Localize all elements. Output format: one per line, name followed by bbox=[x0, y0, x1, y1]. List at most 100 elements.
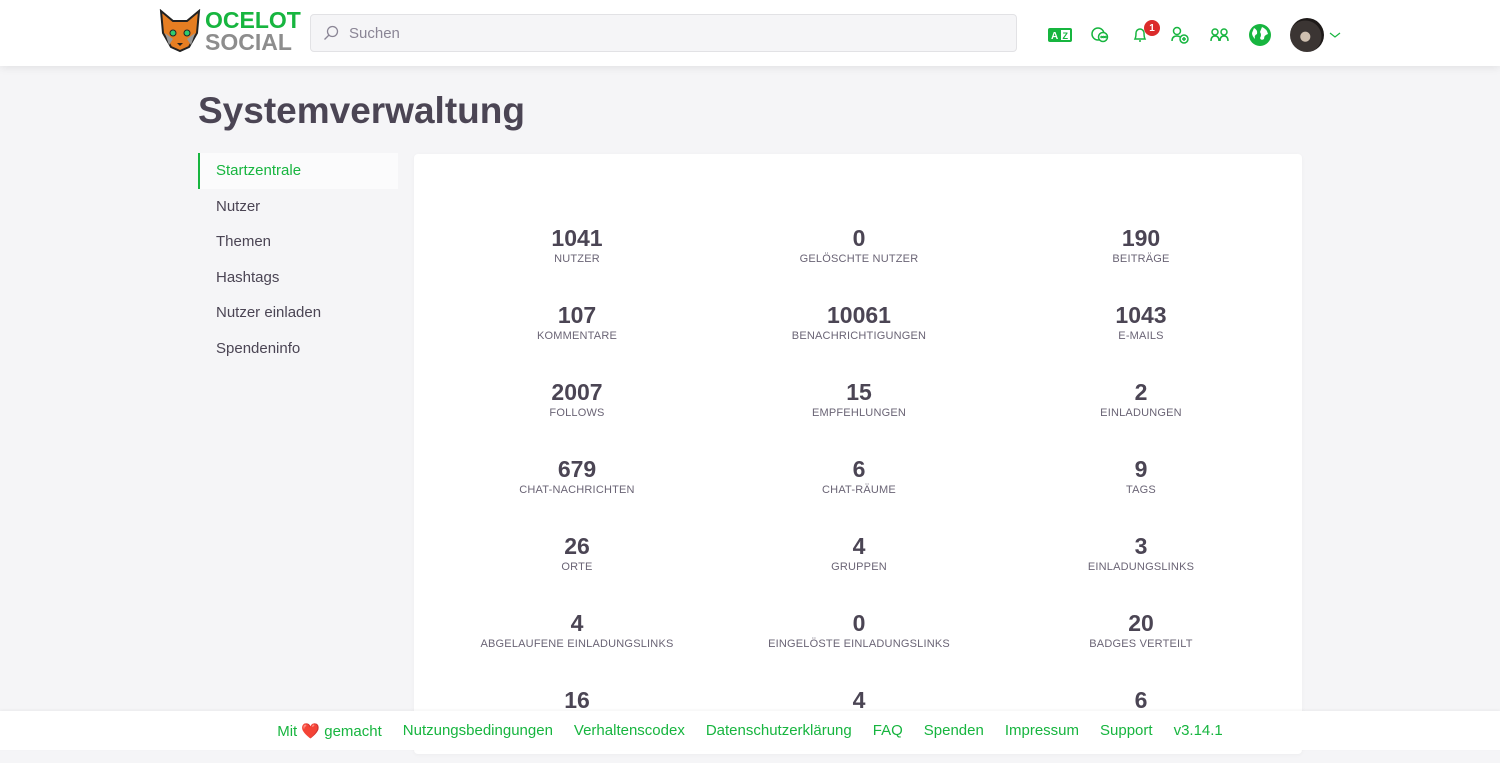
stat-value: 15 bbox=[846, 379, 872, 405]
stat-value: 4 bbox=[570, 610, 584, 636]
sidebar-item-startzentrale[interactable]: Startzentrale bbox=[198, 153, 398, 189]
stat-item: 1043 E-Mails bbox=[1000, 301, 1282, 378]
stat-value: 3 bbox=[1134, 533, 1148, 559]
stat-label: E-Mails bbox=[1118, 330, 1164, 342]
ocelot-logo-icon bbox=[159, 9, 201, 53]
stat-label: Einladungslinks bbox=[1087, 561, 1195, 573]
search-input[interactable] bbox=[349, 24, 949, 42]
stat-value: 679 bbox=[557, 456, 597, 482]
stat-label: Gelöschte Nutzer bbox=[799, 253, 919, 265]
sidebar-item-hashtags[interactable]: Hashtags bbox=[216, 268, 280, 286]
sidebar-item-nutzer-einladen[interactable]: Nutzer einladen bbox=[216, 304, 322, 321]
stat-value: 16 bbox=[564, 687, 590, 713]
stat-label: Eingelöste Einladungslinks bbox=[768, 638, 950, 650]
stat-value: 0 bbox=[852, 610, 866, 636]
stat-label: Empfehlungen bbox=[811, 407, 907, 419]
stat-item: 190 Beiträge bbox=[1000, 224, 1282, 301]
stat-item: 20 Badges verteilt bbox=[1000, 609, 1282, 686]
stat-label: Gruppen bbox=[831, 561, 887, 573]
stat-label: Follows bbox=[549, 407, 605, 419]
stat-value: 107 bbox=[557, 302, 597, 328]
svg-text:A: A bbox=[1051, 31, 1058, 42]
chevron-down-icon[interactable] bbox=[1328, 30, 1342, 40]
sidebar-item-spendeninfo[interactable]: Spendeninfo bbox=[216, 339, 301, 357]
stat-label: Chat-Räume bbox=[822, 484, 896, 496]
globe-icon[interactable] bbox=[1240, 20, 1280, 50]
footer-link[interactable]: Support bbox=[1100, 722, 1153, 739]
stat-item: 6 Chat-Räume bbox=[718, 455, 1000, 532]
stat-item: 6 bbox=[1000, 686, 1282, 763]
page-title: Systemverwaltung bbox=[198, 90, 525, 131]
stat-item: 15 Empfehlungen bbox=[718, 378, 1000, 455]
stat-label: Tags bbox=[1126, 484, 1156, 496]
stat-item: 10061 Benachrichtigungen bbox=[718, 301, 1000, 378]
stat-value: 1043 bbox=[1115, 302, 1167, 328]
notifications-button[interactable]: 1 bbox=[1120, 20, 1160, 50]
footer: Mit ❤️ gemacht Nutzungsbedingungen Verhal… bbox=[0, 711, 1500, 750]
stat-item: 0 Gelöschte Nutzer bbox=[718, 224, 1000, 301]
stat-value: 0 bbox=[852, 225, 866, 251]
footer-link[interactable]: FAQ bbox=[872, 722, 903, 739]
stat-value: 4 bbox=[852, 687, 866, 713]
heart-icon: ❤️ bbox=[301, 722, 321, 740]
stat-label: Beiträge bbox=[1112, 253, 1170, 265]
stat-value: 6 bbox=[1134, 687, 1148, 713]
footer-link[interactable]: Datenschutzerklärung bbox=[705, 722, 852, 739]
sidebar-item-nutzer[interactable]: Nutzer bbox=[216, 197, 261, 215]
footer-link[interactable]: Spenden bbox=[923, 722, 984, 739]
logo-line1: OCELOT bbox=[205, 7, 301, 33]
chat-icon[interactable] bbox=[1080, 20, 1120, 50]
footer-link[interactable]: Verhaltenscodex bbox=[573, 722, 685, 739]
stat-item: 9 Tags bbox=[1000, 455, 1282, 532]
stat-value: 190 bbox=[1121, 225, 1161, 251]
stat-label: Benachrichtigungen bbox=[791, 330, 927, 342]
stat-label: Orte bbox=[561, 561, 593, 573]
search-box[interactable] bbox=[310, 14, 1017, 52]
stat-item: 679 Chat-Nachrichten bbox=[436, 455, 718, 532]
stat-value: 9 bbox=[1134, 456, 1148, 482]
stat-item: 4 bbox=[718, 686, 1000, 763]
notification-badge: 1 bbox=[1144, 20, 1160, 36]
logo[interactable]: OCELOT SOCIAL bbox=[159, 7, 301, 55]
statistics-card: 1041 Nutzer 0 Gelöschte Nutzer 190 Beiträge 10… bbox=[414, 154, 1302, 754]
stat-label: Nutzer bbox=[554, 253, 600, 265]
made-with-love-link[interactable]: Mit ❤️ gemacht bbox=[277, 722, 382, 740]
groups-icon[interactable] bbox=[1200, 20, 1240, 50]
stat-item: 2 Einladungen bbox=[1000, 378, 1282, 455]
stat-item: 0 Eingelöste Einladungslinks bbox=[718, 609, 1000, 686]
sidebar: Startzentrale Nutzer Themen Hashtags Nutzer … bbox=[198, 153, 398, 366]
stat-value: 2007 bbox=[551, 379, 603, 405]
stat-item: 4 Gruppen bbox=[718, 532, 1000, 609]
footer-link[interactable]: Impressum bbox=[1004, 722, 1080, 739]
stat-label: Kommentare bbox=[536, 330, 618, 342]
svg-text:Z: Z bbox=[1063, 31, 1069, 41]
sidebar-item-themen[interactable]: Themen bbox=[216, 233, 272, 250]
stat-value: 10061 bbox=[827, 302, 891, 328]
stat-value: 1041 bbox=[551, 225, 603, 251]
stat-item: 107 Kommentare bbox=[436, 301, 718, 378]
stat-item: 16 bbox=[436, 686, 718, 763]
stat-item: 26 Orte bbox=[436, 532, 718, 609]
bell-icon bbox=[1133, 28, 1147, 42]
stat-label: Chat-Nachrichten bbox=[519, 484, 635, 496]
stat-item: 3 Einladungslinks bbox=[1000, 532, 1282, 609]
stat-item: 1041 Nutzer bbox=[436, 224, 718, 301]
stat-item: 2007 Follows bbox=[436, 378, 718, 455]
stat-item: 4 Abgelaufene Einladungslinks bbox=[436, 609, 718, 686]
stat-label: Badges verteilt bbox=[1089, 638, 1193, 650]
stat-value: 26 bbox=[564, 533, 590, 559]
search-icon bbox=[324, 25, 339, 40]
footer-link[interactable]: Nutzungsbedingungen bbox=[402, 722, 553, 739]
stat-label: Einladungen bbox=[1100, 407, 1182, 419]
footer-link[interactable]: v3.14.1 bbox=[1173, 722, 1223, 739]
avatar[interactable] bbox=[1290, 18, 1324, 52]
stat-value: 2 bbox=[1134, 379, 1148, 405]
stat-value: 6 bbox=[852, 456, 866, 482]
stat-label: Abgelaufene Einladungslinks bbox=[480, 638, 674, 650]
logo-line2: SOCIAL bbox=[205, 29, 292, 55]
stat-value: 20 bbox=[1128, 610, 1154, 636]
stat-value: 4 bbox=[852, 533, 866, 559]
invite-user-icon[interactable] bbox=[1160, 20, 1200, 50]
